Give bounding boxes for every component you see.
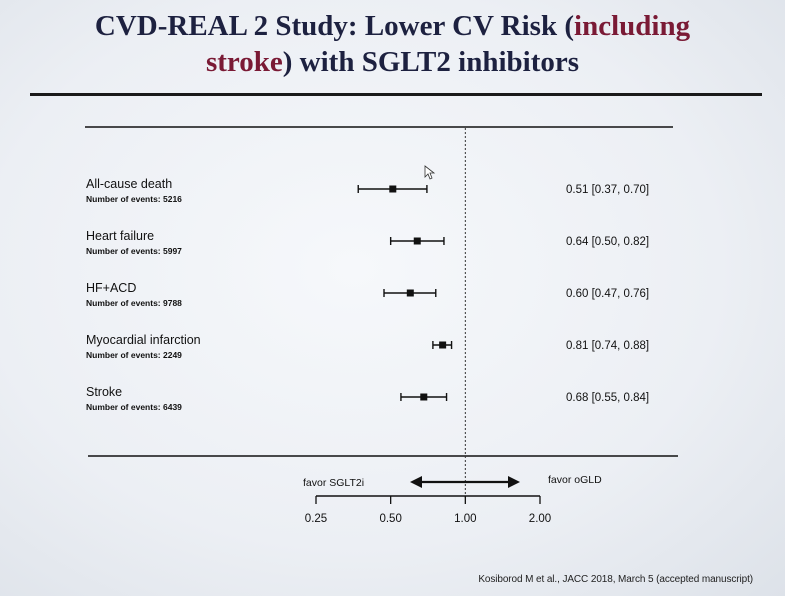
mouse-cursor-icon [424,165,436,180]
row-events-label: Number of events: 5216 [86,194,182,204]
title-part-2: ) with SGLT2 inhibitors [282,46,580,78]
title-highlight-stroke: stroke [205,46,283,78]
x-tick-label: 1.00 [454,513,476,525]
row-label: HF+ACD [86,281,136,295]
row-label: All-cause death [86,177,172,191]
hazard-ratio-point [406,289,414,297]
title-underline [30,93,762,96]
row-events-label: Number of events: 5997 [86,246,182,256]
x-tick-label: 0.50 [379,513,401,525]
slide-title: CVD-REAL 2 Study: Lower CV Risk (includi… [20,8,765,80]
ci-text: 0.68 [0.55, 0.84] [566,392,649,404]
favor-left-label: favor SGLT2i [303,477,364,489]
row-label: Heart failure [86,229,154,243]
title-highlight-including: including [574,10,691,42]
row-events-label: Number of events: 6439 [86,402,182,412]
row-events-label: Number of events: 2249 [86,350,182,360]
ci-text: 0.60 [0.47, 0.76] [566,288,649,300]
arrow-head-right [508,476,520,488]
x-tick-label: 2.00 [529,513,551,525]
ci-text: 0.51 [0.37, 0.70] [566,184,649,196]
hazard-ratio-point [389,185,397,193]
hazard-ratio-point [413,237,421,245]
row-label: Myocardial infarction [86,333,201,347]
ci-text: 0.64 [0.50, 0.82] [566,236,649,248]
favor-right-label: favor oGLD [548,474,602,486]
ci-text: 0.81 [0.74, 0.88] [566,340,649,352]
arrow-head-left [410,476,422,488]
row-label: Stroke [86,385,122,399]
hazard-ratio-point [420,393,428,401]
title-part-1: CVD-REAL 2 Study: Lower CV Risk ( [94,10,575,42]
x-tick-label: 0.25 [305,513,327,525]
hazard-ratio-point [439,341,447,349]
row-events-label: Number of events: 9788 [86,298,182,308]
citation: Kosiborod M et al., JACC 2018, March 5 (… [478,574,753,585]
